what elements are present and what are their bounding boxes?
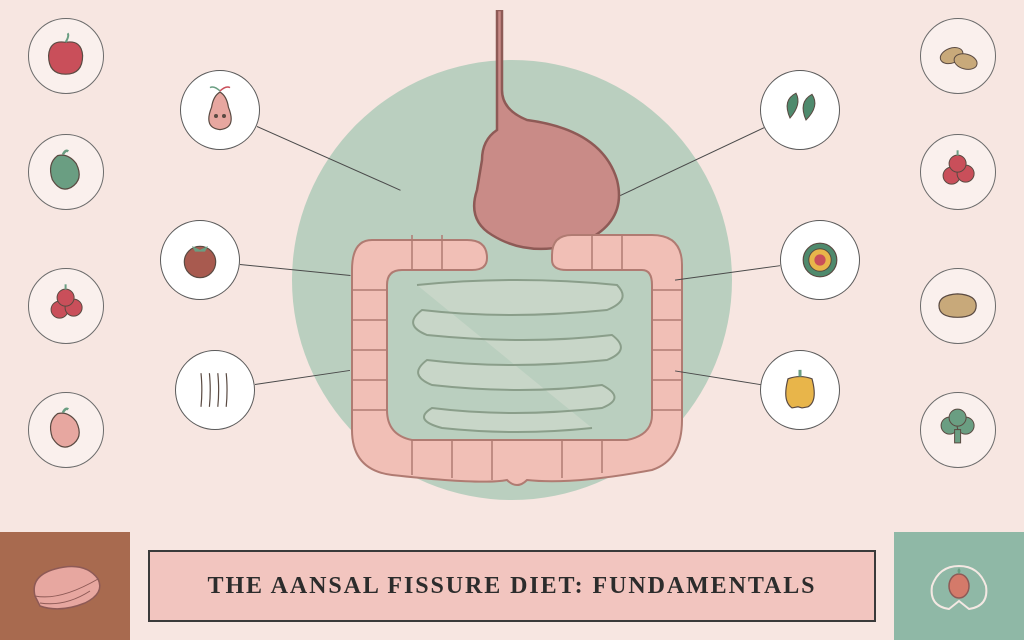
raspberry-badge: [920, 134, 996, 210]
title-bar: THE AANSAL FISSURE DIET: FUNDAMENTALS: [0, 532, 1024, 640]
digestive-system: [282, 10, 742, 490]
title-right-block: [894, 532, 1024, 640]
bellpepper-badge: [760, 350, 840, 430]
stomach: [474, 10, 619, 249]
berries-badge: [28, 268, 104, 344]
title-text: THE AANSAL FISSURE DIET: FUNDAMENTALS: [208, 573, 817, 600]
meat-icon: [20, 551, 110, 621]
pear-badge: [180, 70, 260, 150]
title-center: THE AANSAL FISSURE DIET: FUNDAMENTALS: [148, 550, 876, 622]
broccoli-badge: [920, 392, 996, 468]
pepper-green-badge: [28, 134, 104, 210]
apple-badge: [28, 18, 104, 94]
pelvis-icon: [914, 551, 1004, 621]
spinach-badge: [760, 70, 840, 150]
cabbage-badge: [780, 220, 860, 300]
nuts-badge: [920, 18, 996, 94]
title-left-block: [0, 532, 130, 640]
pepper-pink-badge: [28, 392, 104, 468]
bread-badge: [920, 268, 996, 344]
grain-badge: [175, 350, 255, 430]
infographic-canvas: THE AANSAL FISSURE DIET: FUNDAMENTALS: [0, 0, 1024, 640]
small-intestine: [413, 280, 623, 432]
tomato-badge: [160, 220, 240, 300]
